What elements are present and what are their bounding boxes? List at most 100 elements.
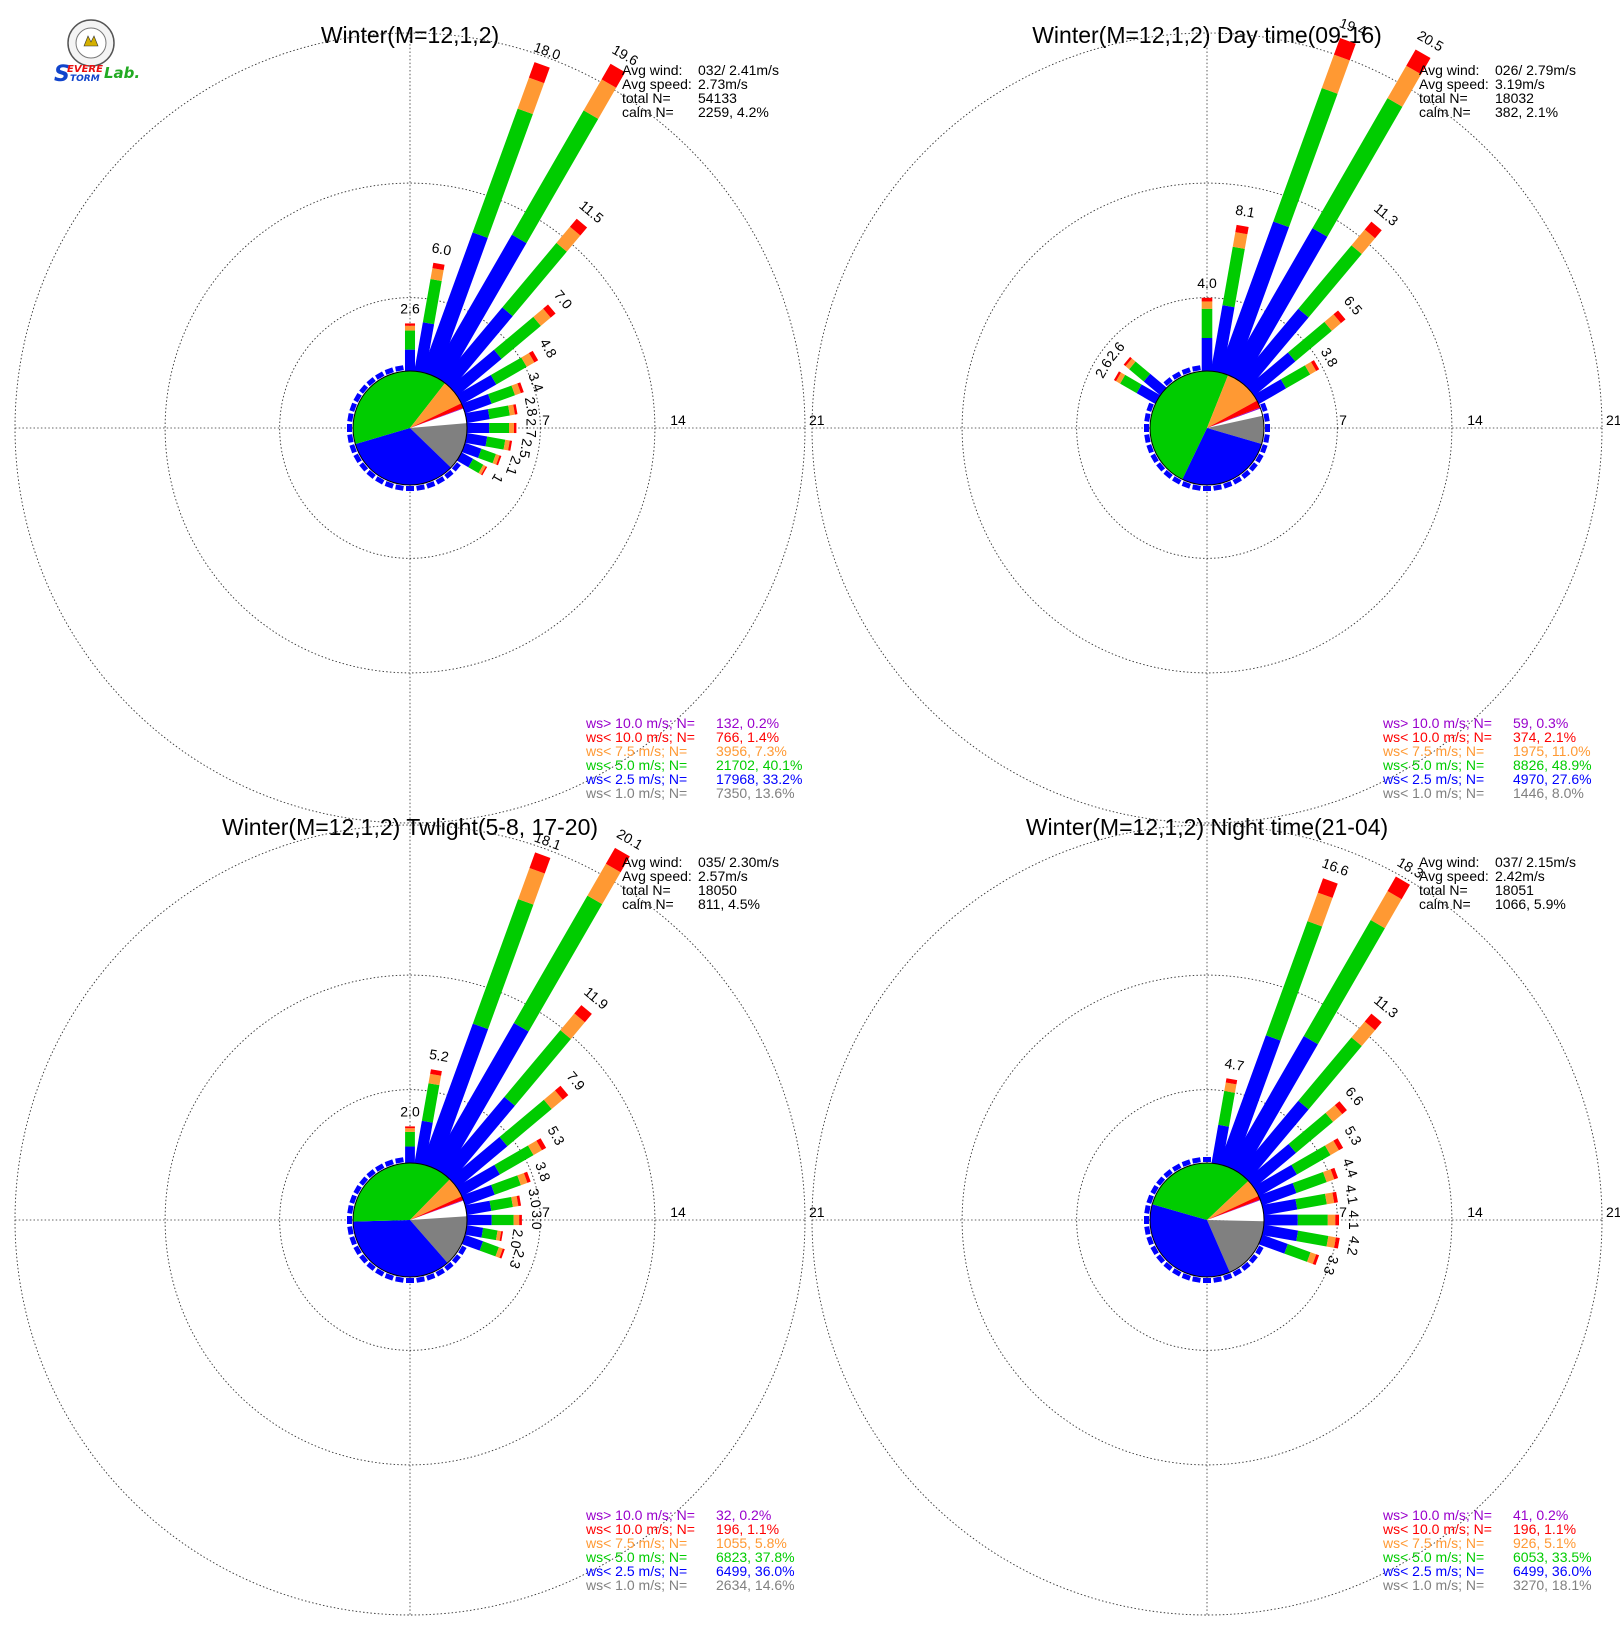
petal-band-lt75	[1326, 1235, 1336, 1248]
legend-label-gt10: ws> 10.0 m/s; N=	[1382, 715, 1492, 731]
petal-value-label: 5.2	[428, 1046, 450, 1065]
perimeter-tick	[1144, 434, 1151, 443]
petal-band-lt5	[1296, 1230, 1329, 1247]
perimeter-tick	[1241, 469, 1251, 479]
petal: 7.0	[449, 287, 576, 396]
petal-band-lt25	[465, 409, 490, 424]
petal: 5.3	[456, 1123, 568, 1197]
wind-rose-panel: Winter(M=12,1,2) Night time(21-04) 7 14 21 4…	[811, 814, 1620, 1616]
petal-band-lt10	[1312, 1254, 1320, 1265]
perimeter-tick	[1232, 1268, 1242, 1277]
petal-band-lt25	[456, 1164, 500, 1197]
pie-slice-lt5	[353, 1162, 450, 1222]
petal-value-label: 4.0	[1197, 275, 1217, 291]
legend-label-lt25: ws< 2.5 m/s; N=	[1382, 1563, 1484, 1579]
petal-band-lt75	[495, 1230, 502, 1241]
petal-band-lt25	[1253, 379, 1287, 405]
petal: 8.1	[1210, 202, 1256, 373]
petal-value-label: 2.0	[507, 1228, 526, 1250]
petal: 4.2	[1262, 1224, 1363, 1257]
info-avg-wind-label: Avg wind:	[1419, 62, 1479, 78]
perimeter-tick	[444, 1261, 454, 1271]
petal-band-lt25	[441, 1096, 515, 1181]
legend-value-lt75: 3956, 7.3%	[716, 743, 787, 759]
petal-band-lt5	[1120, 374, 1142, 394]
petal-band-lt10	[536, 1138, 547, 1151]
petal-band-lt5	[468, 458, 484, 474]
petal-band-lt5	[481, 1227, 498, 1241]
petal-band-lt25	[421, 232, 488, 378]
petal: 5.3	[1253, 1123, 1365, 1197]
perimeter-tick	[1144, 1205, 1151, 1214]
pie-slice-lt25	[355, 428, 451, 486]
petal-band-lt25	[461, 442, 482, 459]
petal-value-label: 18.0	[532, 39, 563, 63]
petal-value-label: 7.0	[551, 287, 576, 312]
petal-band-lt75	[1370, 891, 1402, 929]
legend-value-lt25: 6499, 36.0%	[1513, 1563, 1592, 1579]
perimeter-tick	[1146, 1236, 1154, 1246]
pie-slice-lt25	[1182, 428, 1262, 486]
petal-value-label: 11.9	[581, 983, 612, 1012]
info-avg-speed-value: 2.73m/s	[698, 76, 748, 92]
petal-value-label: 4.1	[1342, 1183, 1361, 1205]
petal-band-lt25	[1228, 1036, 1318, 1175]
perimeter-tick	[1150, 1245, 1159, 1255]
petal-value-label: 11.5	[576, 197, 607, 226]
petal-band-lt5	[1303, 920, 1385, 1045]
petal-band-lt75	[543, 1090, 563, 1110]
logo-text-torm: TORM	[70, 74, 100, 84]
legend-value-lt25: 17968, 33.2%	[716, 771, 802, 787]
petal-band-lt25	[1136, 384, 1161, 404]
legend-value-lt10: 196, 1.1%	[716, 1521, 779, 1537]
logo-seal-emblem-icon	[83, 35, 99, 47]
chart-title: Winter(M=12,1,2) Twlight(5-8, 17-20)	[222, 814, 598, 840]
petal-band-lt25	[461, 394, 492, 414]
petal-band-lt75	[428, 1073, 442, 1086]
info-avg-speed-value: 2.42m/s	[1495, 868, 1545, 884]
petal-value-label: 4.1	[1346, 1210, 1362, 1230]
petal-band-lt5	[489, 1196, 513, 1211]
legend-value-lt10: 196, 1.1%	[1513, 1521, 1576, 1537]
pie-slice-lt75	[1207, 1180, 1259, 1220]
perimeter-tick	[395, 365, 404, 372]
grid-ring	[164, 182, 656, 674]
info-calm-n-label: calm N=	[1419, 896, 1471, 912]
perimeter-tick	[1163, 469, 1173, 479]
petal-band-lt75	[1324, 314, 1341, 331]
petal-band-lt5	[513, 895, 603, 1032]
legend-value-gt10: 59, 0.3%	[1513, 715, 1568, 731]
petal: 2.0	[400, 1103, 420, 1163]
petal: 4.0	[1197, 275, 1217, 371]
petal: 19.4	[1218, 15, 1369, 378]
pie-outline	[1149, 1162, 1265, 1278]
legend-label-lt10: ws< 10.0 m/s; N=	[1382, 1521, 1492, 1537]
petal-band-lt25	[1228, 228, 1328, 383]
petal-band-lt5	[491, 1175, 521, 1195]
legend-value-lt25: 4970, 27.6%	[1513, 771, 1592, 787]
petal-band-lt5	[1284, 1243, 1311, 1262]
pie-outline	[1149, 370, 1265, 486]
petal: 16.6	[1219, 855, 1351, 1170]
petal: 4.4	[1258, 1156, 1361, 1206]
perimeter-tick	[1255, 453, 1264, 463]
petal-value-label: 2.8	[522, 396, 541, 418]
petal-band-lt5	[1280, 365, 1311, 389]
info-avg-wind-value: 026/ 2.79m/s	[1495, 62, 1576, 78]
petal: 19.6	[431, 41, 641, 383]
legend-value-lt1: 3270, 18.1%	[1513, 1577, 1592, 1593]
petal-value-label: 6.6	[1342, 1083, 1367, 1108]
pie-slice-lt1	[410, 1216, 467, 1263]
ring-label: 14	[670, 412, 686, 428]
petal-band-lt75	[1325, 1105, 1343, 1122]
petal-band-lt25	[1253, 1164, 1297, 1197]
petal: 6.5	[1246, 293, 1366, 396]
info-calm-n-value: 382, 2.1%	[1495, 104, 1558, 120]
petal: 18.1	[421, 829, 564, 1170]
logo-text-evere: EVERE	[67, 64, 103, 75]
info-total-n-label: total N=	[622, 90, 671, 106]
ring-label: 7	[542, 1204, 550, 1220]
petal-band-lt75	[492, 454, 500, 465]
perimeter-tick	[349, 402, 357, 412]
petal-band-lt5	[1273, 88, 1338, 228]
